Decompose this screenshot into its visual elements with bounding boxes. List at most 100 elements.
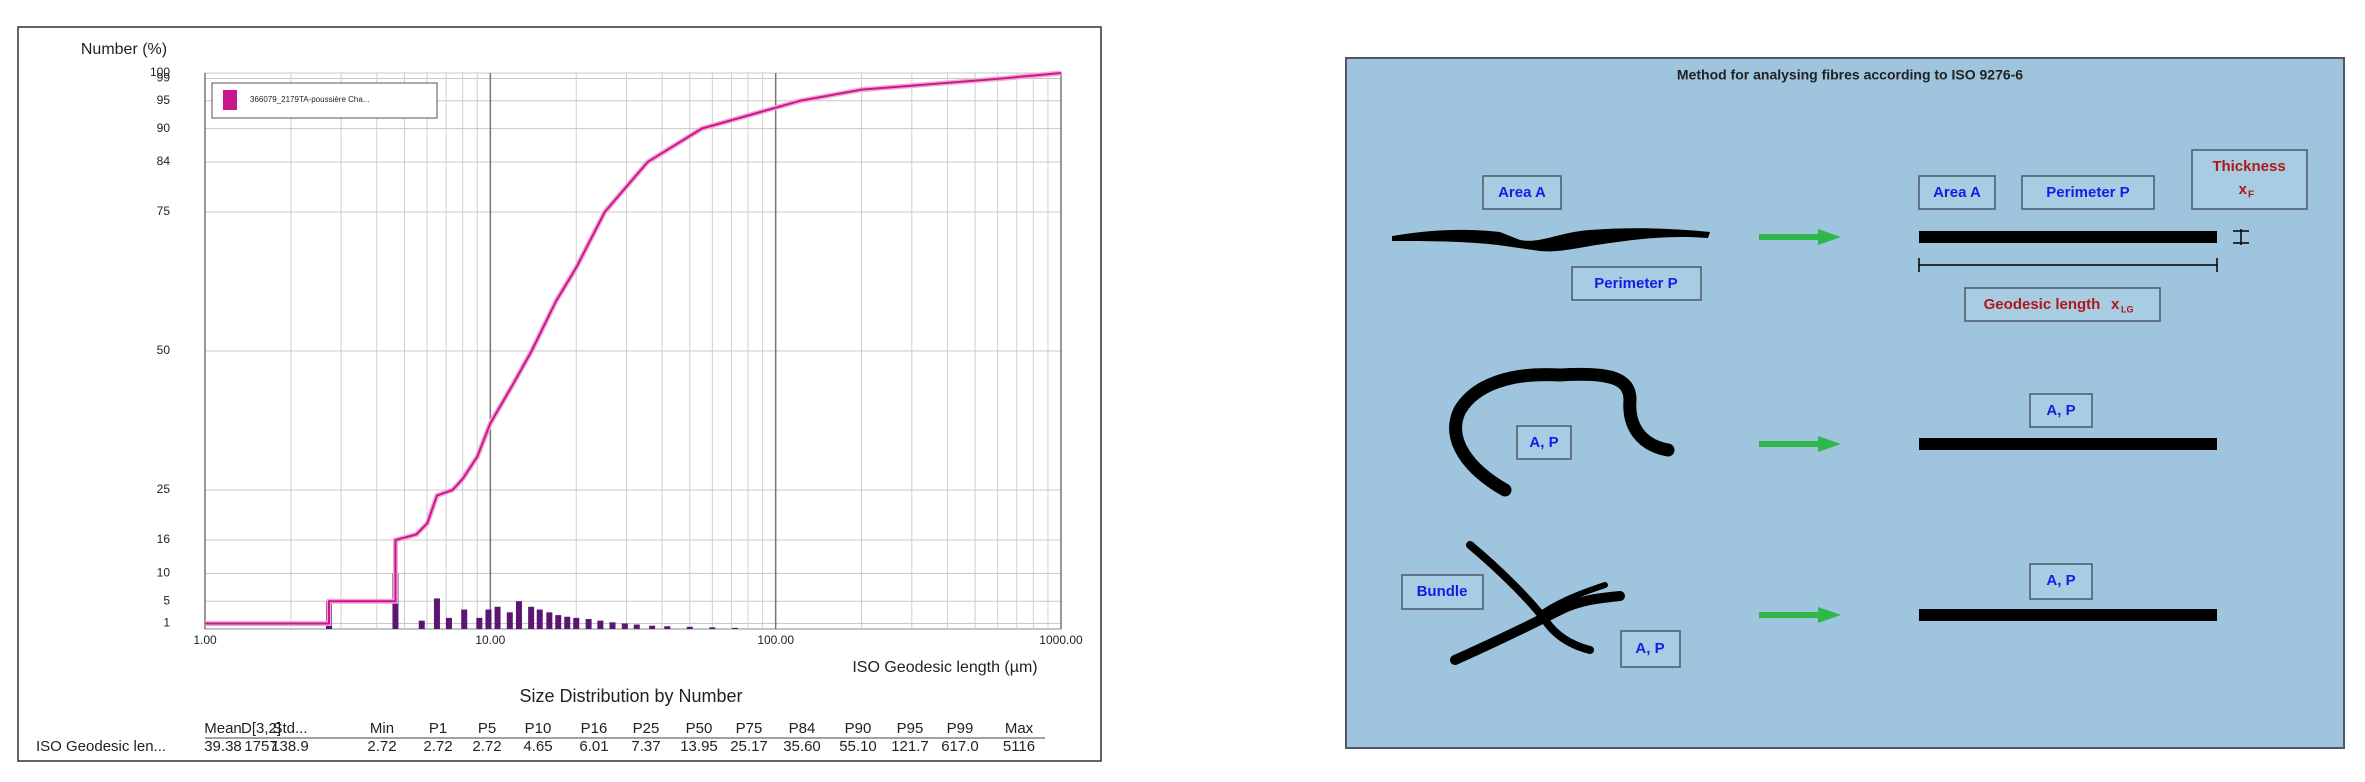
label-box <box>2029 563 2093 600</box>
stats-value: 35.60 <box>783 738 821 755</box>
x-axis-label: ISO Geodesic length (µm) <box>852 659 1037 676</box>
bar <box>433 598 440 629</box>
x-tick-label: 100.00 <box>757 633 794 647</box>
ap-label: A, P <box>1635 640 1664 657</box>
stats-value: 13.95 <box>680 738 718 755</box>
stats-header: Std... <box>272 720 307 737</box>
bar <box>485 609 492 629</box>
bar <box>515 601 522 629</box>
geodesic-label: Geodesic length <box>1984 296 2101 313</box>
bar <box>445 617 452 629</box>
thickness-subscript: F <box>2248 190 2254 201</box>
arrow-head <box>1818 436 1841 452</box>
ap-label: A, P <box>1529 434 1558 451</box>
diagram-title: Method for analysing fibres according to… <box>1677 67 2023 83</box>
bar <box>597 620 604 629</box>
label-box <box>2021 175 2155 210</box>
bar <box>476 617 483 629</box>
bar <box>731 627 738 629</box>
y-tick-label: 75 <box>157 204 171 218</box>
legend-box <box>211 82 438 119</box>
stats-header: Max <box>1005 720 1034 737</box>
fibre-bundle <box>1450 541 1625 665</box>
stats-header: P75 <box>736 720 763 737</box>
label-box <box>1918 175 1996 210</box>
stats-header: P84 <box>789 720 816 737</box>
stats-value: 2.72 <box>472 738 501 755</box>
label-box <box>1482 175 1562 210</box>
bar <box>633 624 640 629</box>
stats-value: 25.17 <box>730 738 768 755</box>
bar <box>585 618 592 629</box>
arrow-head <box>1818 607 1841 623</box>
stats-value: 617.0 <box>941 738 979 755</box>
stats-value: 55.10 <box>839 738 877 755</box>
y-tick-label: 95 <box>157 93 171 107</box>
bar <box>528 606 535 629</box>
chart-subtitle: Size Distribution by Number <box>519 686 742 706</box>
geodesic-dimension <box>1918 258 2218 272</box>
ap-label: A, P <box>2046 402 2075 419</box>
stats-header: P5 <box>478 720 496 737</box>
bar <box>664 626 671 629</box>
ap-label: A, P <box>2046 572 2075 589</box>
bar <box>494 606 501 629</box>
bar <box>649 625 656 629</box>
stats-value: 39.38 <box>204 738 242 755</box>
y-tick-label: 16 <box>157 532 171 546</box>
y-tick-label: 90 <box>157 121 171 135</box>
y-tick-label: 50 <box>157 343 171 357</box>
fibre-bar <box>1919 609 2217 621</box>
bar <box>546 612 553 629</box>
stats-header: P90 <box>845 720 872 737</box>
fibre-bar <box>1919 438 2217 450</box>
geodesic-symbol: x <box>2111 296 2120 313</box>
y-tick-label: 1 <box>163 616 170 630</box>
stats-header: P25 <box>633 720 660 737</box>
stats-header: P95 <box>897 720 924 737</box>
legend-swatch <box>223 90 237 110</box>
stats-row-label: ISO Geodesic len... <box>36 738 166 755</box>
x-tick-label: 10.00 <box>475 633 505 647</box>
bar <box>555 615 562 629</box>
thickness-label: Thickness <box>2212 158 2285 175</box>
bar <box>418 620 425 629</box>
stats-header: P99 <box>947 720 974 737</box>
bar <box>461 609 468 629</box>
fibre-shape <box>1449 367 1675 497</box>
stats-value: 1757 <box>244 738 277 755</box>
bar <box>536 609 543 629</box>
bar <box>709 627 716 629</box>
label-box <box>1401 574 1484 610</box>
x-tick-label: 1.00 <box>193 633 217 647</box>
stats-header: Min <box>370 720 394 737</box>
geodesic-subscript: LG <box>2121 304 2134 314</box>
stats-value: 2.72 <box>423 738 452 755</box>
stats-value: 6.01 <box>579 738 608 755</box>
bar <box>621 623 628 629</box>
bundle-label: Bundle <box>1417 583 1468 600</box>
stats-header: D[3,2] <box>241 720 281 737</box>
y-tick-label: 100 <box>150 65 170 79</box>
bar <box>573 617 580 629</box>
area-label: Area A <box>1498 184 1546 201</box>
bar <box>609 622 616 629</box>
stats-header: P10 <box>525 720 552 737</box>
label-box <box>1964 287 2161 322</box>
y-tick-label: 25 <box>157 482 171 496</box>
stats-header: P1 <box>429 720 447 737</box>
stats-value: 5116 <box>1003 738 1035 755</box>
y-tick-label: 99 <box>157 71 171 85</box>
label-box <box>2191 149 2308 210</box>
stats-header: P50 <box>686 720 713 737</box>
stats-table: Mean39.38D[3,2]1757Std...138.9Min2.72P12… <box>36 720 1045 755</box>
y-axis-label: Number (%) <box>81 41 167 58</box>
perimeter-label: Perimeter P <box>1594 275 1677 292</box>
bar <box>564 616 571 629</box>
label-box <box>1620 630 1681 668</box>
y-tick-label: 10 <box>157 566 171 580</box>
y-tick-label: 5 <box>163 593 170 607</box>
bar <box>506 612 513 629</box>
legend-label: 366079_2179TA-poussière Cha... <box>250 95 370 104</box>
